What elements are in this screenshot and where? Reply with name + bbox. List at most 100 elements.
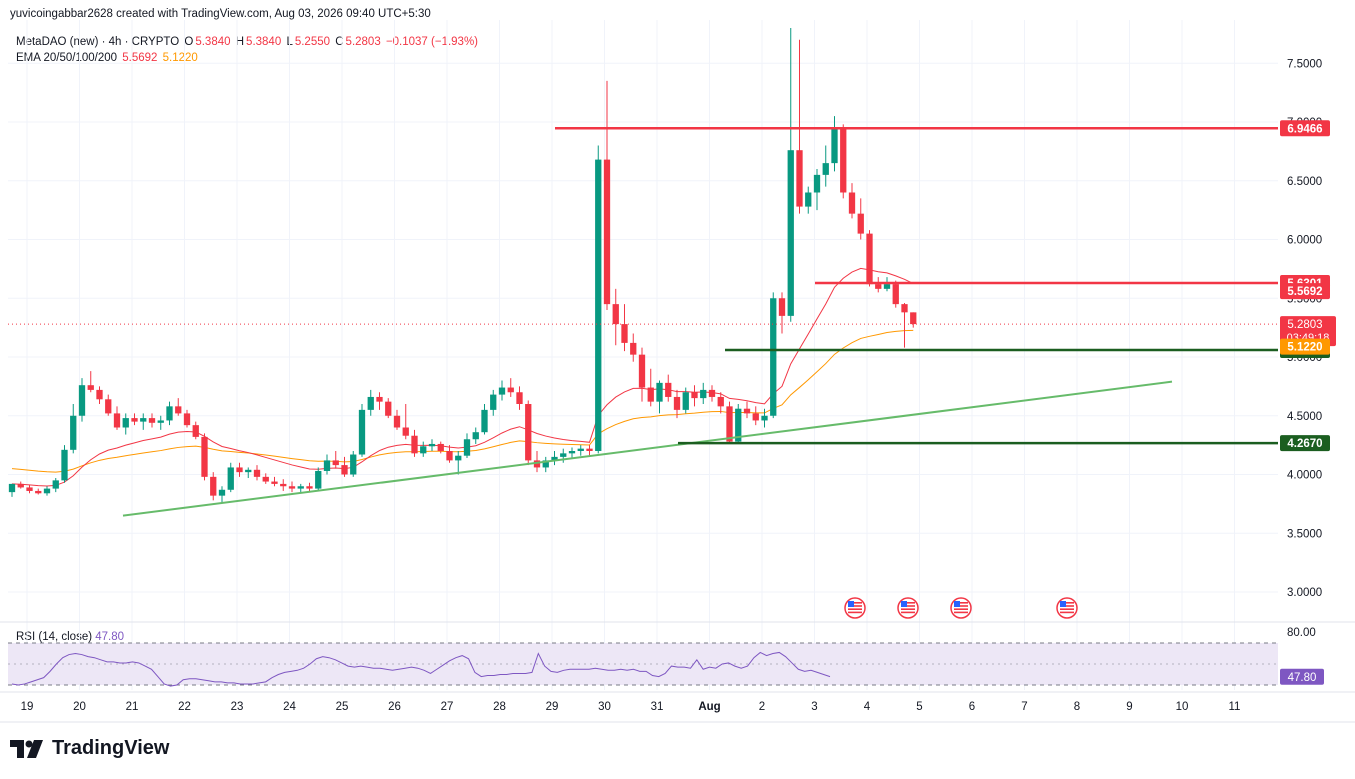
candle-body — [805, 192, 812, 207]
rsi-legend: RSI (14, close) 47.80 — [16, 631, 124, 643]
ema20-value: 5.5692 — [122, 52, 158, 64]
ema-label[interactable]: EMA 20/50/100/200 — [16, 52, 118, 64]
x-tick-label: 23 — [231, 701, 244, 713]
candle-body — [131, 418, 138, 422]
candle-body — [787, 150, 794, 316]
candle-body — [218, 489, 226, 496]
y-tick-label: 4.5000 — [1287, 411, 1322, 423]
level-tag — [1280, 120, 1330, 137]
candle-body — [638, 354, 646, 388]
candle-body — [26, 487, 33, 491]
candle-body — [840, 127, 847, 193]
last-price-tag — [1280, 316, 1336, 347]
candle-body — [437, 443, 444, 451]
candle-body — [35, 490, 42, 494]
close-value: 5.2803 — [345, 36, 381, 48]
candle-body — [271, 481, 278, 484]
x-tick-label: 25 — [336, 701, 349, 713]
symbol-name[interactable]: MetaDAO (new) · 4h · CRYPTO — [16, 36, 180, 48]
candle-body — [17, 483, 24, 488]
candle-body — [717, 396, 724, 407]
tradingview-logo-icon — [10, 739, 43, 758]
candle-body — [175, 406, 182, 414]
candle-body — [481, 409, 488, 433]
low-value: 5.2550 — [294, 36, 331, 48]
y-tick-label: 7.5000 — [1287, 58, 1322, 70]
tradingview-logo[interactable]: TradingView — [10, 737, 169, 760]
candle-body — [901, 304, 908, 313]
candle-body — [857, 213, 864, 234]
candle-body — [201, 436, 208, 477]
y-tick-label: 3.5000 — [1287, 528, 1322, 540]
economic-event-icon — [844, 597, 866, 619]
candle-body — [358, 409, 366, 455]
flag-canton — [1060, 601, 1066, 607]
high-value: 5.3840 — [246, 36, 282, 48]
x-tick-label: 7 — [1021, 701, 1027, 713]
candle-body — [595, 159, 602, 451]
candle-body — [280, 483, 287, 487]
level-tag-label: 4.2670 — [1287, 438, 1322, 450]
candle-body — [315, 470, 322, 489]
y-tick-label: 6.0000 — [1287, 235, 1322, 247]
candle-body — [236, 467, 243, 473]
flag-stripe — [1060, 608, 1074, 610]
candle-body — [288, 486, 296, 489]
candle-body — [577, 448, 584, 451]
candle-body — [621, 324, 628, 343]
candle-body — [498, 387, 506, 395]
candle-body — [78, 385, 86, 416]
ema50-line — [11, 329, 914, 473]
candle-body — [682, 392, 689, 410]
candle-body — [105, 399, 112, 414]
candle-body — [490, 394, 497, 410]
candle-body — [551, 456, 558, 461]
change-value: −0.1037 (−1.93%) — [385, 36, 479, 48]
level-tag-label: 6.9466 — [1287, 123, 1322, 135]
candle-body — [376, 396, 383, 402]
flag-stripe — [1060, 602, 1074, 604]
candle-body — [612, 304, 619, 325]
last-price-label: 5.2803 — [1287, 319, 1322, 331]
candle-body — [183, 413, 191, 426]
flag-stripe — [1060, 605, 1074, 607]
candle-body — [525, 404, 532, 461]
x-tick-label: 27 — [441, 701, 454, 713]
open-value: 5.3840 — [195, 36, 231, 48]
economic-event-icon — [1056, 597, 1078, 619]
x-tick-label: 20 — [73, 701, 86, 713]
rsi-legend-value: 47.80 — [95, 631, 125, 643]
ema-tag-label: 5.5692 — [1287, 286, 1322, 298]
x-tick-label: Aug — [698, 701, 720, 713]
ema-tag-label: 5.1220 — [1287, 342, 1322, 354]
candles — [8, 28, 917, 503]
candle-body — [192, 425, 199, 437]
economic-event-icon — [950, 597, 972, 619]
candle-body — [866, 233, 873, 285]
candle-body — [892, 284, 899, 305]
candle-body — [735, 408, 742, 442]
flag-stripe — [1060, 611, 1074, 614]
candle-body — [673, 396, 681, 410]
gridlines — [8, 20, 1278, 690]
candle-body — [8, 483, 16, 493]
candle-body — [883, 284, 891, 289]
candle-body — [770, 298, 777, 416]
x-tick-label: 24 — [283, 701, 296, 713]
flag-stripe — [954, 605, 968, 607]
open-label: O — [184, 36, 194, 48]
flag-stripe — [901, 608, 915, 610]
x-tick-label: 31 — [651, 701, 664, 713]
candle-body — [140, 418, 147, 422]
flag-canton — [954, 601, 960, 607]
x-tick-label: 8 — [1074, 701, 1080, 713]
tradingview-wordmark: TradingView — [52, 737, 170, 759]
candle-body — [708, 389, 716, 397]
candle-body — [297, 486, 304, 489]
x-tick-label: 10 — [1176, 701, 1189, 713]
flag-stripe — [901, 602, 915, 604]
candle-body — [341, 465, 348, 475]
rsi-label[interactable]: RSI (14, close) — [16, 631, 93, 643]
x-tick-label: 4 — [864, 701, 871, 713]
